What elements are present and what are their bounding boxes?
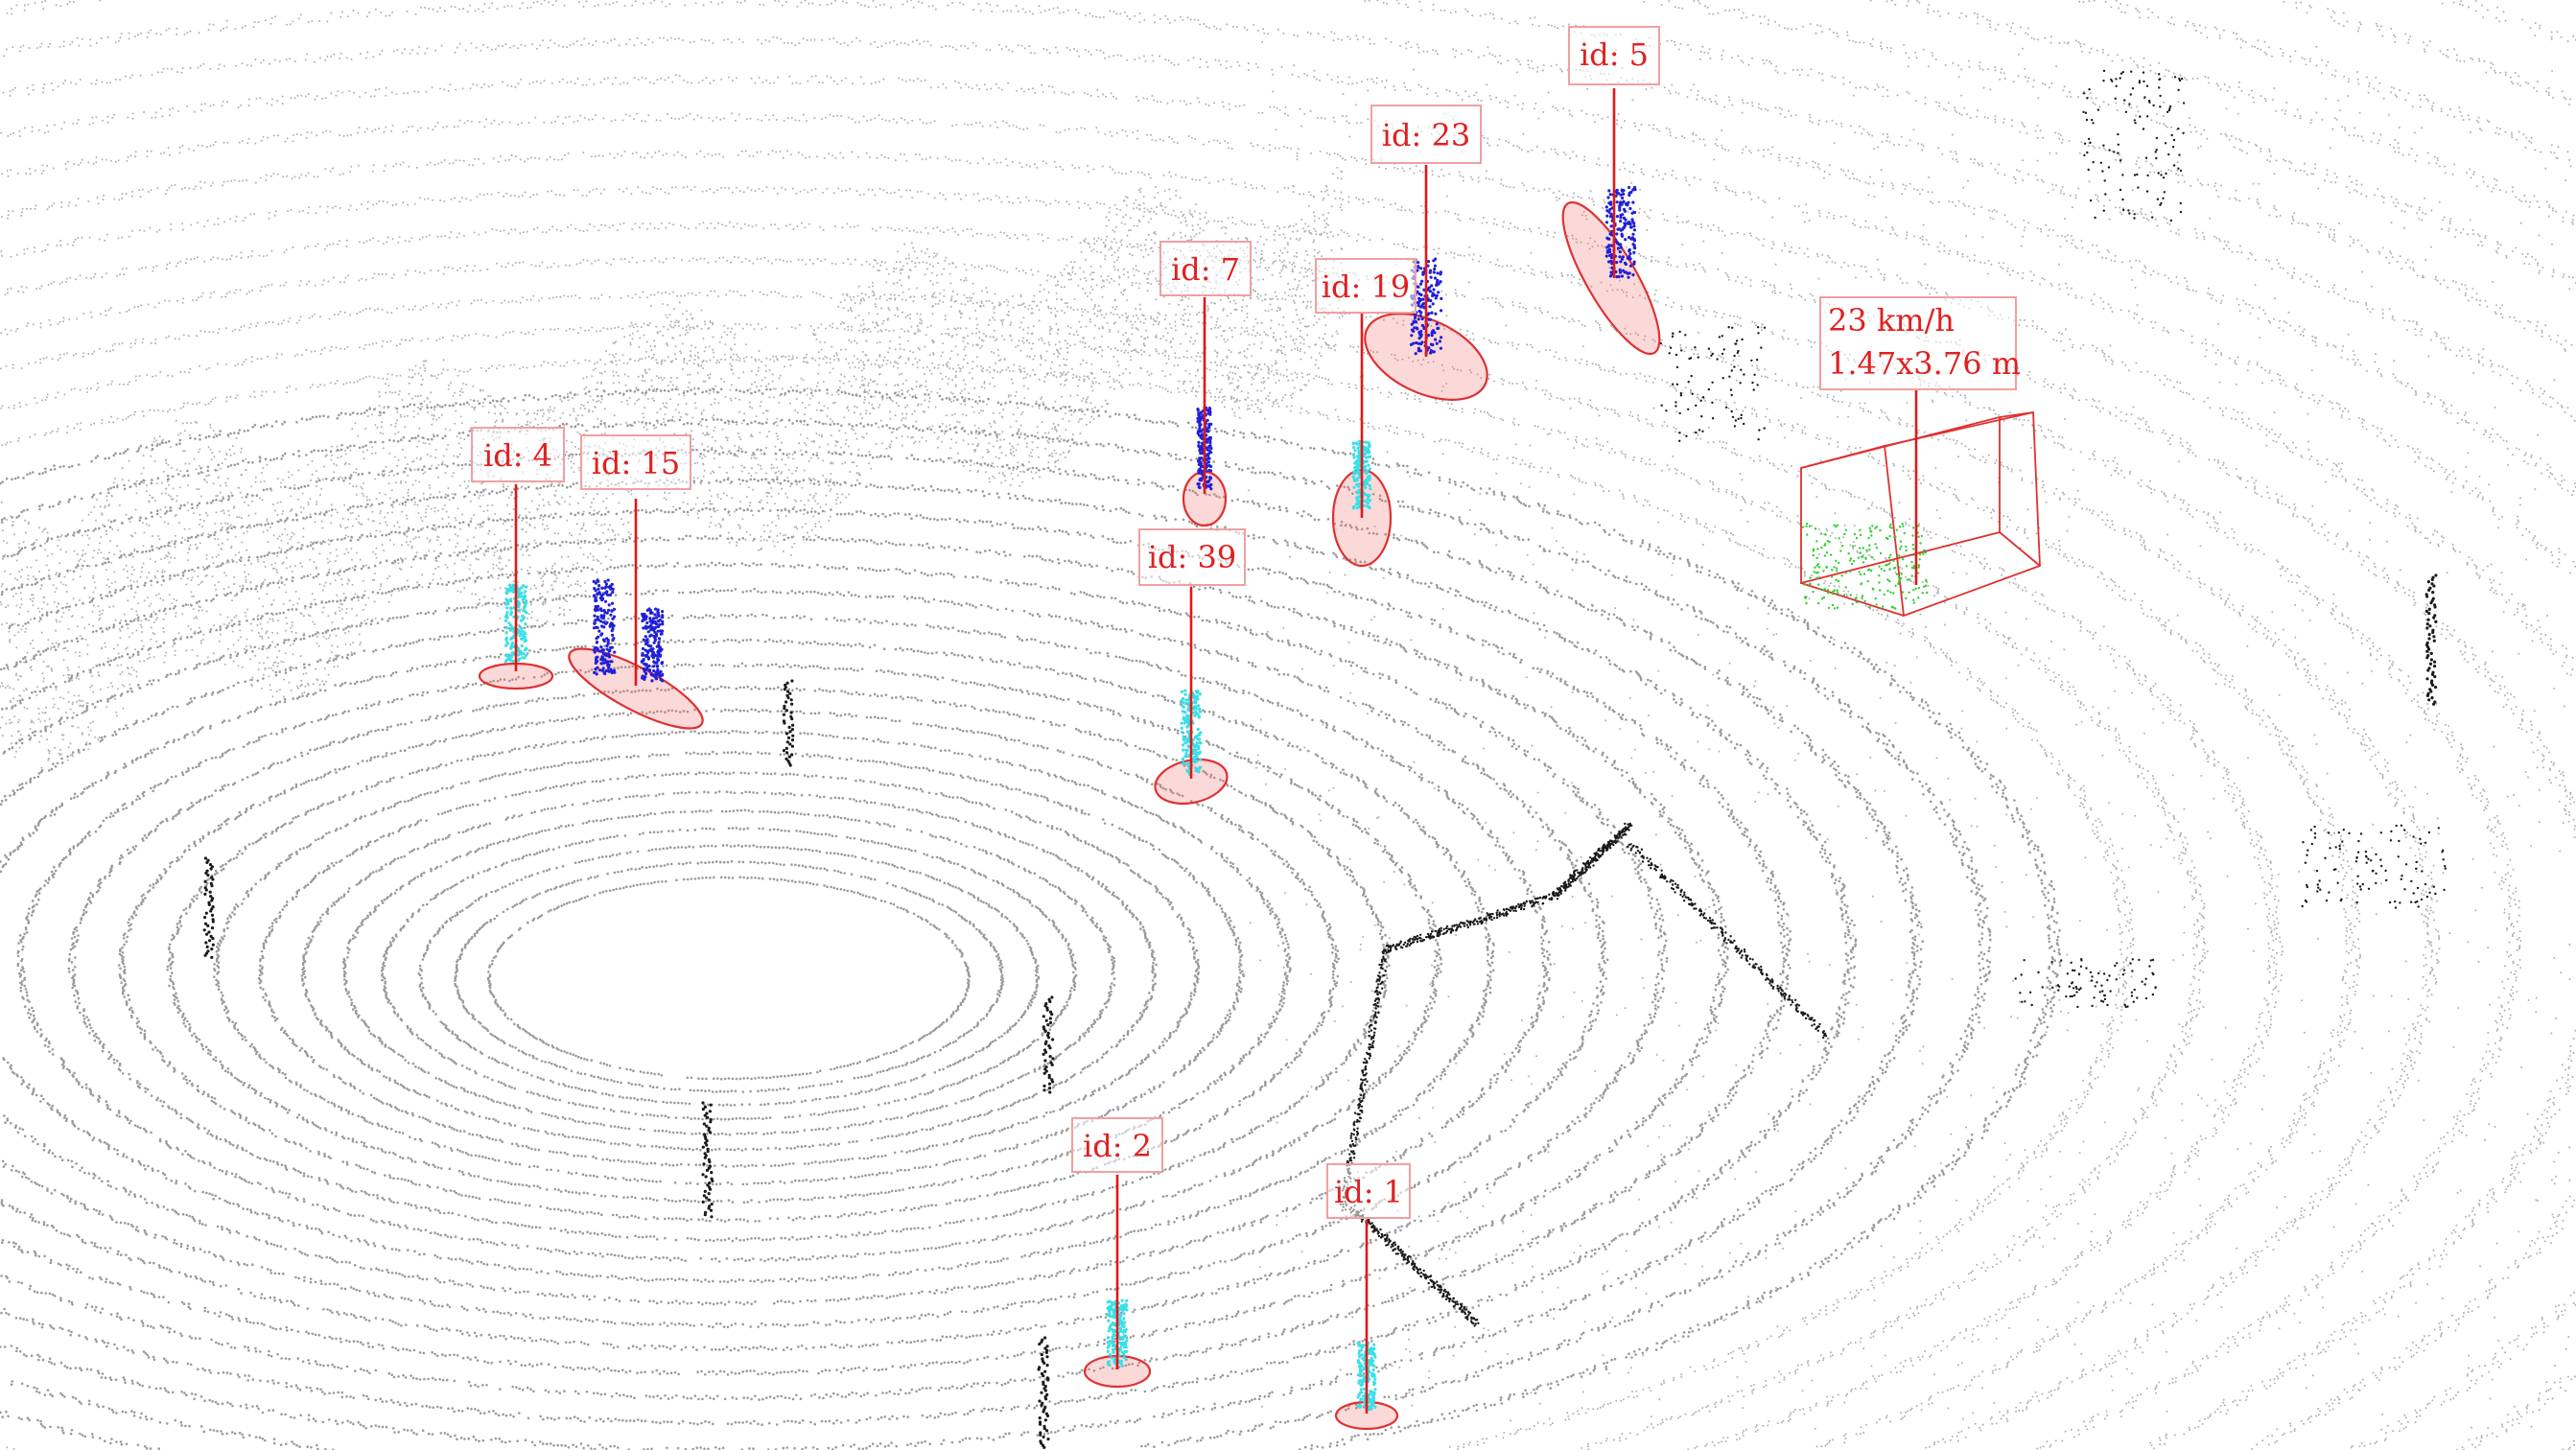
- ground-rings-dots: [0, 290, 2284, 1450]
- wall-points: [1339, 69, 2447, 1327]
- vehicle-label: 23 km/h 1.47x3.76 m: [1819, 296, 2021, 390]
- ground-rings-dots: [4, 221, 2441, 1449]
- track-label-5: id: 5: [1568, 26, 1660, 85]
- ground-rings-dots: [0, 534, 1729, 1376]
- ground-rings-dots: [1, 356, 2135, 1450]
- track-id-text: id: 23: [1382, 117, 1470, 153]
- vehicle-dimensions-text: 1.47x3.76 m: [1828, 345, 2021, 382]
- vehicle-points-dots: [1801, 522, 1929, 610]
- ground-rings-dots: [0, 448, 1925, 1450]
- ground-rings-dots: [341, 808, 1116, 1136]
- track-id-text: id: 4: [483, 437, 552, 474]
- bg-points-dots: [0, 40, 2571, 1430]
- ground-rings-dots: [380, 827, 1078, 1121]
- label-stems: [514, 88, 1918, 1414]
- box-edge: [1800, 445, 1885, 469]
- ground-rings-dots: [300, 790, 1158, 1152]
- ground-rings-dots: [16, 662, 1442, 1263]
- ground-rings-dots: [3, 0, 2576, 1450]
- ground-rings-dots: [0, 478, 1858, 1426]
- track-ellipse-5: [1561, 200, 1661, 356]
- ground-rings-dots: [1643, 0, 2576, 291]
- vehicle-bounding-box: [1800, 410, 2041, 618]
- ground-rings-dots: [1, 587, 1609, 1329]
- vehicle-points: [1801, 522, 1929, 610]
- track-id-text: id: 39: [1148, 539, 1236, 575]
- track-label-19: id: 19: [1315, 258, 1417, 314]
- ground-rings-dots: [417, 844, 1041, 1107]
- ground-rings-dots: [0, 150, 2576, 1450]
- ground-rings-dots: [486, 876, 972, 1081]
- ground-rings-dots: [0, 322, 2209, 1450]
- poles-dots: [202, 573, 2438, 1449]
- ground-rings-dots: [0, 613, 1553, 1306]
- track-label-4: id: 4: [471, 427, 565, 482]
- track-id-text: id: 5: [1580, 36, 1649, 73]
- ground-rings-dots: [2, 35, 2576, 1450]
- ground-rings-dots: [0, 387, 2062, 1450]
- ground-rings-dots: [1869, 0, 2575, 225]
- track-label-7: id: 7: [1159, 241, 1252, 296]
- ground-rings-dots: [0, 561, 1669, 1352]
- box-edge: [1999, 531, 2041, 567]
- track-id-text: id: 19: [1322, 269, 1410, 305]
- track-labels: id: 4 id: 15 id: 7 id: 19 id: 23 id: 5 i…: [471, 26, 2021, 1219]
- ground-rings-dots: [67, 685, 1391, 1243]
- background-point-cloud: [0, 40, 2571, 1430]
- track-id-text: id: 2: [1083, 1128, 1152, 1164]
- walls-dots: [1339, 69, 2447, 1327]
- ground-rings-dots: [0, 417, 1992, 1450]
- ground-rings-dots: [2441, 0, 2576, 42]
- track-label-1: id: 1: [1326, 1163, 1411, 1219]
- track-ellipses: [478, 200, 1661, 1431]
- box-edge: [1999, 411, 2034, 418]
- track-ellipse-39: [1154, 758, 1229, 806]
- vehicle-speed-text: 23 km/h: [1828, 302, 1955, 339]
- ground-rings-dots: [1, 112, 2576, 1450]
- ground-rings-dots: [2078, 0, 2572, 168]
- ground-rings-dots: [213, 750, 1246, 1186]
- track-id-text: id: 1: [1334, 1174, 1403, 1210]
- ground-rings-dots: [0, 185, 2522, 1450]
- track-id-text: id: 7: [1171, 251, 1240, 288]
- track-label-23: id: 23: [1370, 105, 1482, 164]
- ground-rings-dots: [2283, 0, 2572, 105]
- ground-rings-dots: [0, 506, 1792, 1401]
- ground-rings-dots: [454, 860, 1005, 1093]
- ground-rings-dots: [6, 0, 2573, 352]
- ground-rings-dots: [0, 638, 1495, 1284]
- pole-points: [202, 573, 2438, 1449]
- track-label-2: id: 2: [1071, 1117, 1163, 1173]
- track-id-text: id: 15: [592, 445, 680, 481]
- track-label-39: id: 39: [1138, 528, 1246, 586]
- ground-rings-dots: [257, 771, 1201, 1168]
- box-edge: [1800, 582, 1905, 617]
- track-label-15: id: 15: [580, 434, 691, 490]
